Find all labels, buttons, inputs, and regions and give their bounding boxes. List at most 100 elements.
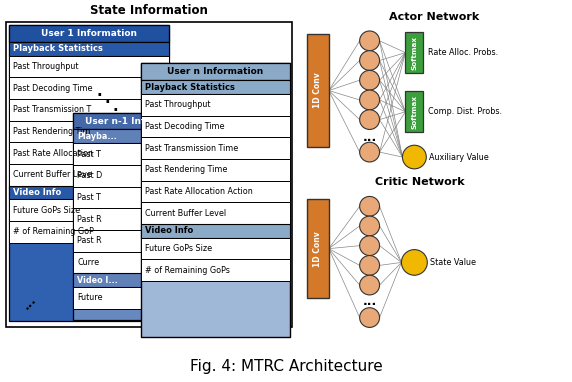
- Bar: [9, 56, 169, 77]
- Bar: [73, 113, 202, 320]
- Text: Future: Future: [77, 293, 102, 303]
- Text: Past Throughput: Past Throughput: [145, 100, 210, 109]
- Circle shape: [360, 90, 380, 110]
- Text: Past Throughput: Past Throughput: [13, 62, 79, 71]
- Text: User 1 Information: User 1 Information: [41, 29, 137, 38]
- Bar: [9, 121, 169, 142]
- Text: Past R: Past R: [77, 215, 102, 223]
- Text: Curre: Curre: [77, 258, 99, 267]
- Text: Critic Network: Critic Network: [375, 176, 464, 187]
- Text: Past Rendering Tim: Past Rendering Tim: [13, 127, 91, 136]
- Circle shape: [360, 256, 380, 275]
- Bar: [141, 224, 290, 238]
- Text: Current Buffer Level: Current Buffer Level: [145, 209, 226, 218]
- Text: Past Rendering Time: Past Rendering Time: [145, 165, 227, 174]
- Text: ...: ...: [363, 131, 377, 144]
- Bar: [406, 91, 423, 133]
- Bar: [73, 129, 202, 143]
- Text: Comp. Dist. Probs.: Comp. Dist. Probs.: [428, 107, 502, 116]
- Circle shape: [360, 275, 380, 295]
- Bar: [9, 221, 169, 243]
- Text: 1D Conv: 1D Conv: [313, 231, 323, 267]
- Text: Playback Statistics: Playback Statistics: [145, 83, 235, 92]
- Text: # of Remaining GoPs: # of Remaining GoPs: [145, 266, 229, 275]
- Bar: [73, 287, 202, 309]
- Circle shape: [360, 216, 380, 236]
- Bar: [141, 238, 290, 259]
- Circle shape: [360, 308, 380, 327]
- Text: Fig. 4: MTRC Architecture: Fig. 4: MTRC Architecture: [190, 359, 382, 374]
- Text: User n-1 Information: User n-1 Information: [85, 117, 191, 126]
- Bar: [73, 186, 202, 208]
- Bar: [141, 138, 290, 159]
- Text: Playback Statistics: Playback Statistics: [13, 44, 103, 53]
- Bar: [141, 116, 290, 138]
- Bar: [73, 143, 202, 165]
- Circle shape: [360, 51, 380, 70]
- Bar: [9, 186, 169, 199]
- Circle shape: [360, 70, 380, 90]
- Text: # of Remaining GoP: # of Remaining GoP: [13, 227, 94, 236]
- Text: Softmax: Softmax: [411, 36, 418, 70]
- Circle shape: [403, 145, 426, 169]
- Bar: [141, 159, 290, 181]
- Text: Past Rate Allocation: Past Rate Allocation: [13, 149, 93, 158]
- Text: 1D Conv: 1D Conv: [313, 73, 323, 108]
- Circle shape: [360, 31, 380, 51]
- Text: Playba...: Playba...: [77, 132, 117, 141]
- Text: Past Rate Allocation Action: Past Rate Allocation Action: [145, 187, 252, 196]
- Bar: [307, 199, 329, 298]
- Text: Actor Network: Actor Network: [390, 12, 480, 22]
- Text: .: .: [112, 99, 118, 114]
- Bar: [141, 94, 290, 116]
- Bar: [141, 63, 290, 337]
- Circle shape: [360, 196, 380, 216]
- Bar: [73, 252, 202, 273]
- Text: Rate Alloc. Probs.: Rate Alloc. Probs.: [428, 48, 498, 57]
- Text: State Information: State Information: [90, 4, 208, 17]
- Bar: [73, 230, 202, 252]
- Text: User n Information: User n Information: [167, 67, 264, 76]
- Bar: [141, 202, 290, 224]
- Text: Past T: Past T: [77, 193, 101, 202]
- Text: Current Buffer Leve: Current Buffer Leve: [13, 170, 92, 179]
- Text: Future GoPs Size: Future GoPs Size: [145, 244, 212, 253]
- Bar: [9, 99, 169, 121]
- Bar: [73, 273, 202, 287]
- Text: Past Transmission Time: Past Transmission Time: [145, 144, 238, 153]
- Text: Softmax: Softmax: [411, 95, 418, 129]
- Bar: [73, 208, 202, 230]
- Text: Past T: Past T: [77, 150, 101, 159]
- Circle shape: [402, 249, 427, 275]
- Bar: [73, 165, 202, 186]
- Text: Past Decoding Time: Past Decoding Time: [145, 122, 224, 131]
- Text: Future GoPs Size: Future GoPs Size: [13, 206, 81, 215]
- Bar: [9, 199, 169, 221]
- Text: .: .: [96, 84, 102, 99]
- Bar: [9, 77, 169, 99]
- Text: ...: ...: [363, 295, 377, 308]
- Text: Past D: Past D: [77, 171, 102, 180]
- Bar: [141, 181, 290, 202]
- Bar: [73, 113, 202, 129]
- Circle shape: [360, 236, 380, 256]
- Bar: [9, 25, 169, 320]
- Bar: [406, 32, 423, 73]
- Bar: [9, 142, 169, 164]
- Text: Video Info: Video Info: [13, 188, 62, 197]
- Bar: [141, 80, 290, 94]
- Text: .: .: [104, 91, 110, 107]
- Bar: [9, 42, 169, 56]
- Bar: [307, 34, 329, 147]
- Bar: [9, 25, 169, 42]
- Bar: [141, 259, 290, 281]
- Text: State Value: State Value: [430, 258, 476, 267]
- Circle shape: [360, 142, 380, 162]
- Circle shape: [360, 110, 380, 129]
- Text: Auxiliary Value: Auxiliary Value: [430, 152, 489, 162]
- Text: Video I...: Video I...: [77, 276, 118, 285]
- Text: Past Transmission T: Past Transmission T: [13, 105, 92, 114]
- Bar: [9, 164, 169, 186]
- Bar: [141, 63, 290, 80]
- Text: Past R: Past R: [77, 236, 102, 245]
